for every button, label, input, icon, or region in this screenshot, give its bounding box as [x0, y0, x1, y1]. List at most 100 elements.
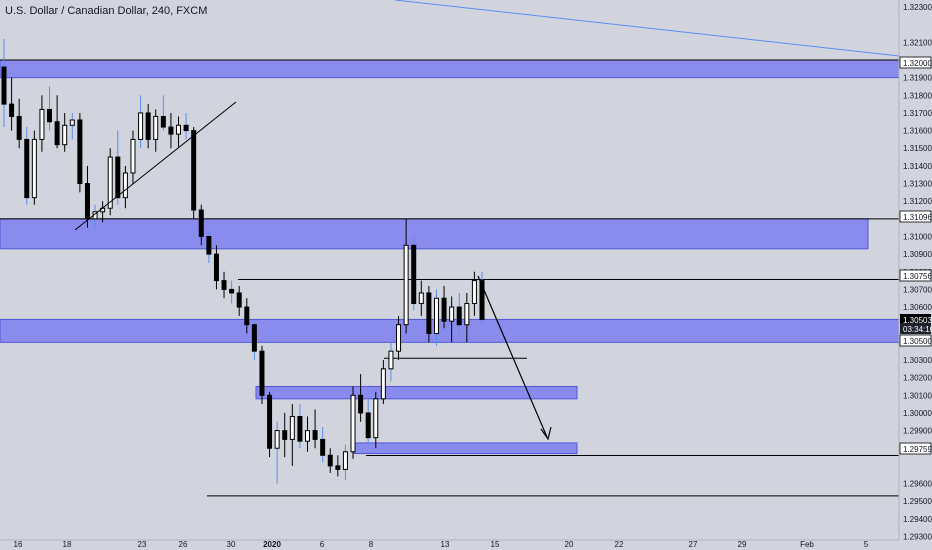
- candle-body: [47, 108, 53, 123]
- price-tag-box: [900, 323, 931, 334]
- candle: [267, 391, 273, 458]
- price-tag: 1.30756: [899, 269, 932, 282]
- candle: [426, 285, 432, 343]
- candle-body: [9, 103, 15, 117]
- candle-body: [312, 430, 318, 440]
- candle-body: [373, 398, 379, 439]
- candle-body: [479, 280, 485, 320]
- price-tag: 1.31096: [899, 210, 932, 223]
- candle-body: [433, 297, 439, 335]
- candle-body: [441, 297, 447, 322]
- price-tag-label: 1.32000: [903, 59, 932, 68]
- y-tick-label: 1.29400: [903, 515, 932, 524]
- candle: [84, 165, 90, 228]
- candle-body: [115, 156, 121, 199]
- y-tick-label: 1.32300: [903, 3, 932, 12]
- candle-body: [213, 253, 219, 282]
- candle: [191, 127, 197, 219]
- candle-body: [320, 438, 326, 456]
- x-tick-label: 8: [369, 540, 374, 549]
- candle-body: [365, 412, 371, 439]
- candle-body: [130, 138, 136, 174]
- candle-body: [229, 288, 235, 294]
- price-tag-box: [899, 210, 932, 223]
- x-tick-label: 27: [689, 540, 698, 549]
- y-tick-label: 1.30900: [903, 250, 932, 259]
- candle: [1, 38, 7, 128]
- x-tick-label: 5: [864, 540, 869, 549]
- candle-body: [24, 138, 30, 199]
- y-tick-label: 1.29300: [903, 532, 932, 541]
- y-tick-label: 1.30100: [903, 391, 932, 400]
- candle: [312, 409, 318, 449]
- candle-body: [191, 130, 197, 211]
- y-tick-label: 1.30200: [903, 374, 932, 383]
- candle-body: [145, 112, 151, 140]
- x-tick-label: 23: [138, 540, 147, 549]
- chart-title: U.S. Dollar / Canadian Dollar, 240, FXCM: [5, 5, 208, 17]
- candle: [122, 165, 128, 209]
- candle: [411, 236, 417, 311]
- candle: [350, 386, 356, 459]
- candle: [289, 404, 295, 466]
- y-tick-label: 1.29500: [903, 497, 932, 506]
- x-tick-label: 30: [227, 540, 236, 549]
- candle: [77, 112, 83, 193]
- candle: [62, 112, 68, 152]
- candle: [479, 271, 485, 325]
- candle: [9, 77, 15, 131]
- y-tick-label: 1.31400: [903, 162, 932, 171]
- price-tag-label: 1.29759: [903, 445, 932, 454]
- candle: [282, 412, 288, 458]
- candle-body: [267, 394, 273, 449]
- candle: [380, 360, 386, 405]
- x-tick-label: 13: [441, 540, 450, 549]
- candle: [24, 127, 30, 205]
- y-tick-label: 1.31500: [903, 144, 932, 153]
- zone: [0, 59, 900, 79]
- candle-body: [403, 244, 409, 326]
- y-tick-label: 1.31700: [903, 109, 932, 118]
- candle: [130, 130, 136, 184]
- candle: [418, 280, 424, 316]
- candle-body: [449, 306, 455, 322]
- candle: [31, 130, 37, 205]
- candle-body: [251, 324, 257, 352]
- candle: [47, 86, 53, 131]
- y-tick-label: 1.31300: [903, 180, 932, 189]
- candle: [206, 232, 212, 263]
- candle: [342, 444, 348, 480]
- y-tick-label: 1.31000: [903, 232, 932, 241]
- candle: [320, 427, 326, 463]
- target-arrow: [477, 275, 548, 438]
- candle-body: [39, 108, 45, 140]
- candle: [259, 345, 265, 405]
- black-trendline: [74, 101, 237, 231]
- price-tag-label: 1.30503: [903, 316, 932, 325]
- candle: [471, 271, 477, 316]
- candle-body: [411, 244, 417, 305]
- x-tick-label: Feb: [800, 540, 814, 549]
- x-tick-label: 26: [179, 540, 188, 549]
- zone: [0, 218, 869, 250]
- candle: [403, 218, 409, 334]
- candle-body: [297, 415, 303, 442]
- price-tag-label: 03:34:10: [903, 325, 932, 334]
- candle: [388, 342, 394, 382]
- x-tick-label: 6: [320, 540, 325, 549]
- horizontal-levels: [0, 59, 899, 497]
- candle: [244, 298, 250, 334]
- candle: [153, 109, 159, 152]
- candle: [16, 98, 22, 149]
- candle-body: [1, 66, 7, 105]
- price-tag-box: [900, 314, 931, 325]
- candle-body: [464, 303, 470, 326]
- candle-body: [198, 209, 204, 237]
- candle-body: [335, 465, 341, 470]
- candle-body: [418, 292, 424, 305]
- price-tag: 1.30500: [899, 334, 932, 347]
- candle-body: [342, 451, 348, 470]
- y-tick-label: 1.29900: [903, 427, 932, 436]
- candle: [198, 204, 204, 246]
